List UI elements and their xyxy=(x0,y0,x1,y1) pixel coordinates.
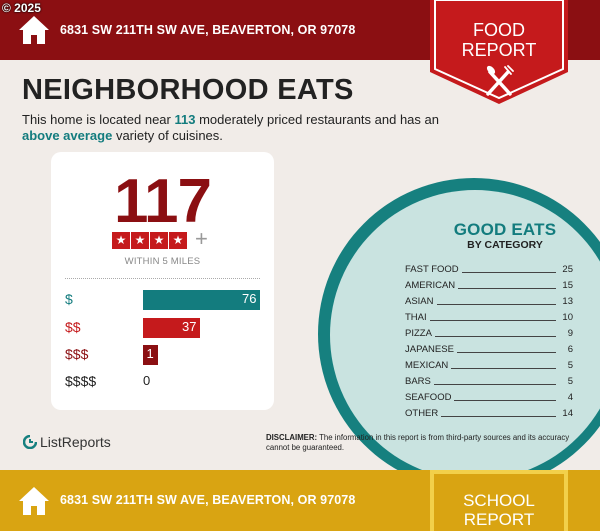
category-row: PIZZA 9 xyxy=(405,326,573,342)
category-count: 6 xyxy=(567,344,573,355)
category-name: SEAFOOD xyxy=(405,392,452,403)
price-bar xyxy=(143,290,260,310)
category-circle xyxy=(330,190,600,480)
category-name: OTHER xyxy=(405,408,439,419)
good-eats-title: GOOD EATS xyxy=(453,220,557,239)
header-address: 6831 SW 211TH SW AVE, BEAVERTON, OR 9707… xyxy=(60,23,356,37)
home-icon xyxy=(19,487,49,515)
category-name: BARS xyxy=(405,376,431,387)
restaurant-summary-card: 117 ★ ★ ★ ★ + WITHIN 5 MILES $ 76 $$ 37 $$$… xyxy=(51,152,274,410)
category-count: 15 xyxy=(562,280,573,291)
category-name: MEXICAN xyxy=(405,360,449,371)
price-label: $$ xyxy=(65,319,81,335)
price-bar xyxy=(143,345,158,365)
price-value: 76 xyxy=(242,291,257,306)
star-rating: ★ ★ ★ ★ xyxy=(112,232,187,249)
leader-line xyxy=(430,320,556,321)
listreports-logo[interactable]: ListReports xyxy=(23,434,111,450)
dotted-divider xyxy=(65,278,260,279)
disclaimer: DISCLAIMER: The information in this repo… xyxy=(266,433,586,453)
fork-knife-icon xyxy=(486,65,514,96)
brand-name: ListReports xyxy=(40,434,111,450)
category-name: PIZZA xyxy=(405,328,432,339)
intro-emphasis: above average xyxy=(22,128,113,143)
category-count: 25 xyxy=(562,264,573,275)
intro-part3: variety of cuisines. xyxy=(112,128,223,143)
listreports-icon xyxy=(23,435,37,449)
category-list: FAST FOOD 25 AMERICAN 15 ASIAN 13 THAI 10 PIZZA 9… xyxy=(405,262,573,422)
leader-line xyxy=(457,352,556,353)
restaurant-count: 117 xyxy=(113,167,212,236)
leader-line xyxy=(451,368,556,369)
category-count: 9 xyxy=(567,328,573,339)
category-name: THAI xyxy=(405,312,427,323)
category-count: 13 xyxy=(562,296,573,307)
school-badge-line2: REPORT xyxy=(463,510,535,529)
star-icon: ★ xyxy=(150,232,168,249)
within-label: WITHIN 5 MILES xyxy=(124,256,201,267)
disclaimer-text: The information in this report is from t… xyxy=(266,433,570,452)
intro-text: This home is located near 113 moderately… xyxy=(22,112,442,144)
star-icon: ★ xyxy=(169,232,187,249)
leader-line xyxy=(454,400,556,401)
leader-line xyxy=(437,304,556,305)
category-row: MEXICAN 5 xyxy=(405,358,573,374)
category-row: AMERICAN 15 xyxy=(405,278,573,294)
good-eats-subtitle: BY CATEGORY xyxy=(467,239,543,251)
category-row: BARS 5 xyxy=(405,374,573,390)
leader-line xyxy=(435,336,556,337)
star-icon: ★ xyxy=(131,232,149,249)
category-name: JAPANESE xyxy=(405,344,454,355)
disclaimer-label: DISCLAIMER: xyxy=(266,433,318,442)
food-report-badge[interactable]: FOOD REPORT xyxy=(430,0,568,104)
badge-shape xyxy=(430,0,568,104)
price-value: 37 xyxy=(182,319,197,334)
food-badge-line2: REPORT xyxy=(461,40,537,60)
category-count: 5 xyxy=(567,376,573,387)
price-label: $ xyxy=(65,291,73,307)
category-count: 4 xyxy=(567,392,573,403)
star-icon: ★ xyxy=(112,232,130,249)
home-icon xyxy=(19,16,49,44)
leader-line xyxy=(434,384,556,385)
price-bar xyxy=(143,318,200,338)
school-badge-line1: SCHOOL xyxy=(463,491,535,510)
copyright-watermark: © 2025 xyxy=(2,1,41,15)
intro-part1: This home is located near xyxy=(22,112,175,127)
leader-line xyxy=(441,416,556,417)
intro-part2: moderately priced restaurants and has an xyxy=(195,112,439,127)
category-row: SEAFOOD 4 xyxy=(405,390,573,406)
category-count: 10 xyxy=(562,312,573,323)
category-count: 14 xyxy=(562,408,573,419)
food-badge-line1: FOOD xyxy=(473,20,525,40)
category-name: AMERICAN xyxy=(405,280,456,291)
rating-plus: + xyxy=(195,226,208,251)
category-row: JAPANESE 6 xyxy=(405,342,573,358)
price-label: $$$ xyxy=(65,346,89,362)
category-count: 5 xyxy=(567,360,573,371)
category-name: FAST FOOD xyxy=(405,264,459,275)
school-report-badge[interactable]: SCHOOL REPORT xyxy=(430,470,568,531)
footer-address: 6831 SW 211TH SW AVE, BEAVERTON, OR 9707… xyxy=(60,493,356,507)
leader-line xyxy=(462,272,556,273)
leader-line xyxy=(458,288,556,289)
price-value: 1 xyxy=(146,346,154,361)
category-row: ASIAN 13 xyxy=(405,294,573,310)
price-label: $$$$ xyxy=(65,373,97,389)
category-name: ASIAN xyxy=(405,296,434,307)
category-row: THAI 10 xyxy=(405,310,573,326)
price-value: 0 xyxy=(143,373,151,388)
page-title: NEIGHBORHOOD EATS xyxy=(22,74,354,106)
category-row: FAST FOOD 25 xyxy=(405,262,573,278)
category-row: OTHER 14 xyxy=(405,406,573,422)
intro-count: 113 xyxy=(174,112,196,127)
